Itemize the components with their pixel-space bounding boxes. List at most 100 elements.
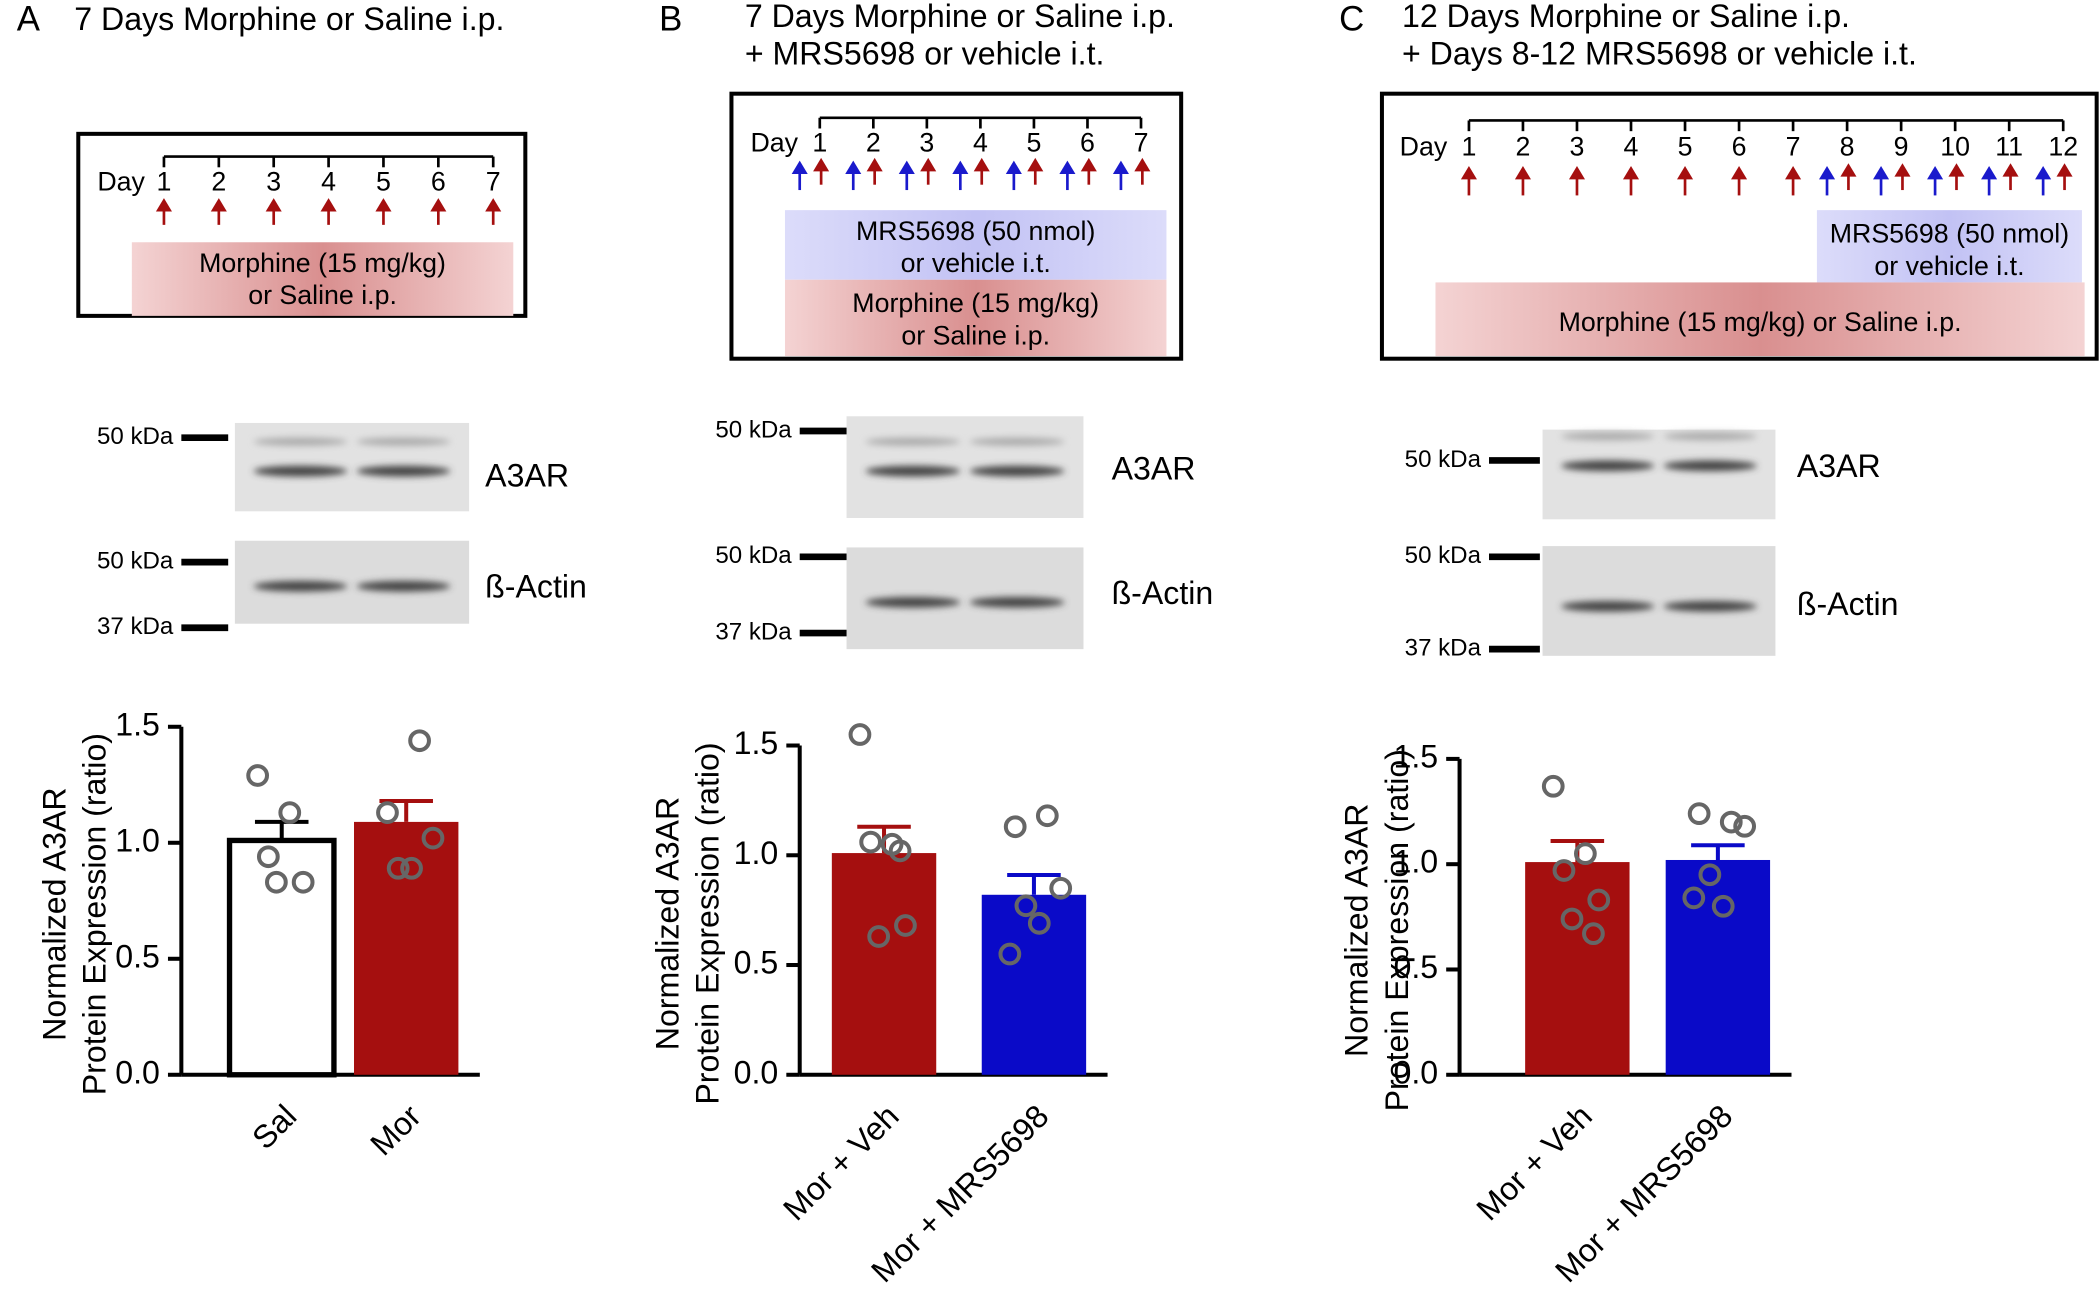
morphine-label: Morphine (15 mg/kg) bbox=[199, 248, 446, 278]
data-point bbox=[265, 870, 288, 894]
schedule-box bbox=[729, 91, 1184, 361]
mrs-label: or vehicle i.t. bbox=[1874, 251, 2024, 281]
marker-label: 50 kDa bbox=[715, 542, 792, 569]
arrow-head bbox=[1873, 165, 1890, 180]
arrow-head bbox=[375, 198, 392, 212]
blot-band bbox=[1663, 432, 1757, 441]
marker-label: 50 kDa bbox=[97, 548, 174, 575]
y-axis-label: Normalized A3AR bbox=[36, 787, 72, 1040]
marker-label: 37 kDa bbox=[715, 618, 792, 645]
blot-band bbox=[865, 596, 961, 608]
data-point bbox=[1014, 894, 1038, 918]
arrow-head bbox=[485, 198, 502, 212]
day-number: 1 bbox=[812, 128, 827, 158]
day-number: 2 bbox=[211, 166, 226, 196]
arrow-head bbox=[1568, 165, 1586, 180]
blot-band bbox=[865, 437, 961, 446]
day-number: 11 bbox=[1995, 132, 2023, 162]
y-tick-label: 0.5 bbox=[734, 945, 779, 981]
blot-name: A3AR bbox=[1797, 448, 1881, 484]
data-point bbox=[1035, 804, 1059, 828]
morphine-label: or Saline i.p. bbox=[901, 320, 1050, 350]
bar bbox=[831, 853, 937, 1075]
panel-title: 7 Days Morphine or Saline i.p. bbox=[745, 0, 1175, 34]
bar bbox=[1665, 859, 1771, 1075]
data-point bbox=[1049, 876, 1073, 900]
arrow-head bbox=[1948, 163, 1965, 177]
bar bbox=[981, 894, 1087, 1075]
marker-label: 50 kDa bbox=[1405, 446, 1482, 473]
blot-band bbox=[356, 465, 451, 477]
y-axis-label: Protein Expression (ratio) bbox=[690, 742, 726, 1104]
panel-title: 12 Days Morphine or Saline i.p. bbox=[1402, 0, 1850, 34]
x-tick-label: Sal bbox=[245, 1098, 303, 1156]
day-number: 7 bbox=[1134, 128, 1149, 158]
y-tick-label: 1.5 bbox=[115, 706, 160, 742]
y-tick-label: 0.5 bbox=[115, 938, 160, 974]
mrs-period bbox=[784, 210, 1167, 280]
y-tick-label: 0.0 bbox=[734, 1054, 779, 1090]
blot-band bbox=[253, 580, 348, 592]
blot-band bbox=[356, 437, 451, 446]
arrow-head bbox=[155, 198, 172, 212]
error-bar bbox=[254, 819, 309, 841]
morphine-label: or Saline i.p. bbox=[248, 280, 397, 310]
day-number: 5 bbox=[1678, 132, 1693, 162]
arrow-head bbox=[2056, 163, 2073, 177]
arrow-head bbox=[1134, 157, 1151, 172]
data-point bbox=[1552, 859, 1576, 882]
arrow-head bbox=[1059, 160, 1076, 174]
bar bbox=[1525, 862, 1630, 1075]
day-number: 6 bbox=[1732, 132, 1747, 162]
arrow-head bbox=[2035, 165, 2052, 180]
morphine-period bbox=[1435, 282, 2085, 357]
mrs-label: MRS5698 (50 nmol) bbox=[856, 216, 1095, 246]
arrow-head bbox=[1622, 165, 1640, 180]
arrow-head bbox=[952, 160, 969, 174]
blot-band bbox=[1663, 600, 1757, 612]
arrow-head bbox=[210, 198, 227, 212]
arrow-head bbox=[1785, 165, 1802, 180]
arrow-head bbox=[813, 157, 830, 172]
arrow-head bbox=[1112, 160, 1129, 174]
morphine-label: Morphine (15 mg/kg) bbox=[852, 288, 1099, 318]
x-tick-label: Mor + Veh bbox=[1469, 1098, 1599, 1228]
blot-band bbox=[969, 465, 1065, 477]
day-number: 6 bbox=[1080, 128, 1095, 158]
day-number: 1 bbox=[1461, 132, 1476, 162]
blot-name: ß-Actin bbox=[1112, 575, 1214, 611]
y-tick-label: 1.0 bbox=[115, 822, 160, 858]
data-point bbox=[1711, 894, 1735, 918]
arrow-head bbox=[1514, 165, 1531, 180]
bar bbox=[226, 837, 337, 1078]
y-tick-label: 1.0 bbox=[734, 835, 779, 871]
arrow-head bbox=[973, 157, 990, 172]
data-point bbox=[1682, 886, 1706, 910]
arrow-head bbox=[791, 160, 808, 174]
arrow-head bbox=[845, 160, 862, 174]
day-number: 8 bbox=[1840, 132, 1855, 162]
data-point bbox=[1003, 815, 1027, 839]
blot-band bbox=[1561, 600, 1655, 612]
data-point bbox=[1582, 922, 1605, 946]
arrow-head bbox=[1731, 165, 1748, 180]
arrow-head bbox=[866, 157, 883, 172]
arrow-head bbox=[898, 160, 915, 174]
arrow-head bbox=[1027, 157, 1044, 172]
arrow-head bbox=[430, 198, 447, 212]
arrow-head bbox=[1927, 165, 1944, 180]
data-point bbox=[1560, 907, 1584, 931]
data-point bbox=[1698, 863, 1722, 887]
data-point bbox=[1719, 810, 1743, 834]
data-point bbox=[888, 839, 912, 863]
morphine-label: Morphine (15 mg/kg) or Saline i.p. bbox=[1559, 307, 1962, 337]
data-point bbox=[894, 914, 917, 937]
data-point bbox=[1733, 814, 1757, 838]
blot-name: A3AR bbox=[485, 457, 569, 493]
arrow-head bbox=[1080, 157, 1097, 172]
error-bar bbox=[1007, 873, 1061, 895]
data-point bbox=[376, 801, 399, 824]
y-axis-label: Protein Expression (ratio) bbox=[1379, 749, 1415, 1111]
y-tick-label: 1.0 bbox=[1394, 844, 1439, 880]
day-number: 4 bbox=[321, 166, 336, 196]
